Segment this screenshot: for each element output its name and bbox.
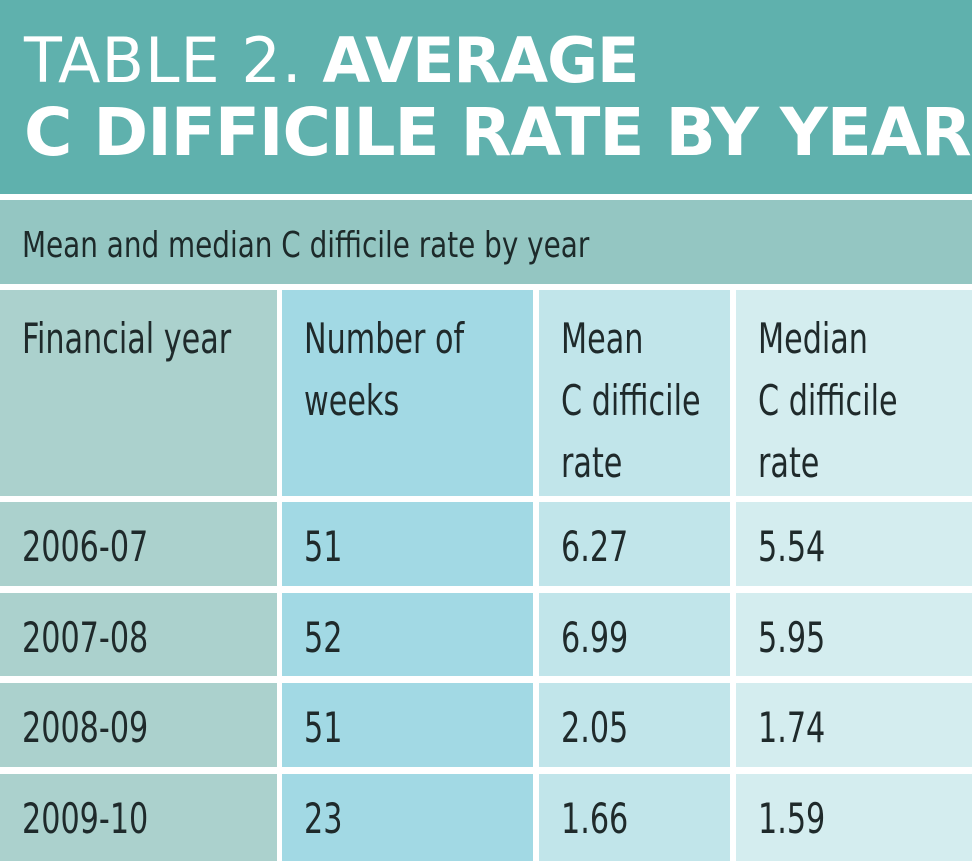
cell-value: 2006-07 [22,522,149,571]
table-cell: 2009-10 [0,774,277,861]
header-label: Financial year [22,314,232,363]
cell-value: 2.05 [561,703,629,752]
table-cell: 51 [282,683,533,767]
column-header-mean-rate: Mean C difficile rate [539,290,730,496]
cell-value: 1.66 [561,794,629,843]
title-word: AVERAGE [322,24,639,97]
column-header-number-of-weeks: Number of weeks [282,290,533,496]
table-subtitle: Mean and median C difficile rate by year [22,225,590,266]
table-number: TABLE 2. [24,24,303,97]
cell-value: 23 [304,794,343,843]
column-header-median-rate: Median C difficile rate [736,290,972,496]
table-cell: 23 [282,774,533,861]
column-header-financial-year: Financial year [0,290,277,496]
cell-value: 51 [304,522,343,571]
table-cell: 52 [282,593,533,676]
cell-value: 1.74 [758,703,826,752]
cell-value: 6.99 [561,613,629,662]
table-cell: 51 [282,502,533,586]
title-line-2: C DIFFICILE RATE BY YEAR [24,94,972,171]
cell-value: 52 [304,613,343,662]
title-band: TABLE 2. AVERAGE C DIFFICILE RATE BY YEA… [0,0,972,194]
table-cell: 6.99 [539,593,730,676]
cell-value: 1.59 [758,794,826,843]
table-cell: 2007-08 [0,593,277,676]
table-cell: 1.59 [736,774,972,861]
cell-value: 5.95 [758,613,826,662]
table-cell: 5.95 [736,593,972,676]
header-label: Number of weeks [304,314,465,425]
cell-value: 2009-10 [22,794,149,843]
subtitle-band: Mean and median C difficile rate by year [0,200,972,284]
table-cell: 5.54 [736,502,972,586]
cell-value: 2007-08 [22,613,149,662]
title-line-1: TABLE 2. AVERAGE [24,30,639,92]
table-cell: 2.05 [539,683,730,767]
table-cell: 2006-07 [0,502,277,586]
header-label: Mean C difficile rate [561,314,701,487]
table-cell: 2008-09 [0,683,277,767]
cell-value: 51 [304,703,343,752]
header-label: Median C difficile rate [758,314,898,487]
cell-value: 5.54 [758,522,826,571]
cell-value: 6.27 [561,522,629,571]
table-cell: 1.74 [736,683,972,767]
table-cell: 6.27 [539,502,730,586]
cell-value: 2008-09 [22,703,149,752]
table-cell: 1.66 [539,774,730,861]
